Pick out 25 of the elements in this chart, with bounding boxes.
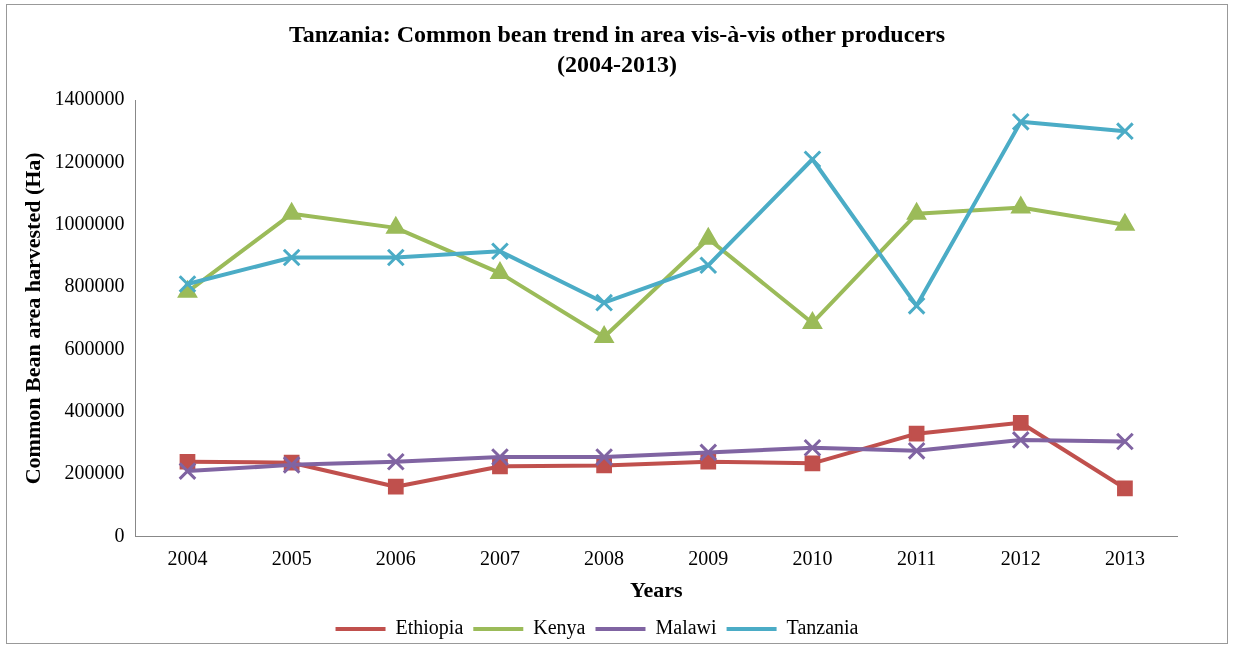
x-axis-title: Years: [629, 577, 683, 603]
x-tick-label: 2008: [584, 546, 625, 569]
x-tick-label: 2007: [479, 546, 520, 569]
x-tick-label: 2013: [1104, 546, 1145, 569]
y-tick-label: 400000: [64, 399, 125, 422]
legend-label: Tanzania: [786, 616, 859, 639]
x-tick-label: 2011: [896, 546, 937, 569]
legend-label: Malawi: [655, 616, 718, 639]
y-tick-label: 1400000: [54, 87, 125, 110]
y-tick-label: 1000000: [54, 211, 125, 234]
x-tick-label: 2004: [167, 546, 208, 569]
x-tick-label: 2012: [1000, 546, 1041, 569]
y-tick-label: 800000: [64, 274, 125, 297]
y-tick-label: 600000: [64, 336, 125, 359]
y-tick-label: 0: [114, 523, 125, 546]
x-tick-label: 2005: [271, 546, 312, 569]
legend-label: Ethiopia: [395, 616, 464, 640]
y-tick-label: 200000: [64, 461, 125, 484]
x-tick-label: 2006: [375, 546, 416, 569]
chart-title: Tanzania: Common bean trend in area vis-à-vis other producers (2004-2013): [287, 20, 946, 79]
x-tick-label: 2009: [688, 546, 729, 569]
y-axis-title: Common Bean area harvested (Ha): [19, 152, 45, 485]
y-tick-label: 1200000: [54, 149, 125, 172]
x-tick-label: 2010: [792, 546, 833, 569]
legend-label: Kenya: [533, 616, 586, 640]
